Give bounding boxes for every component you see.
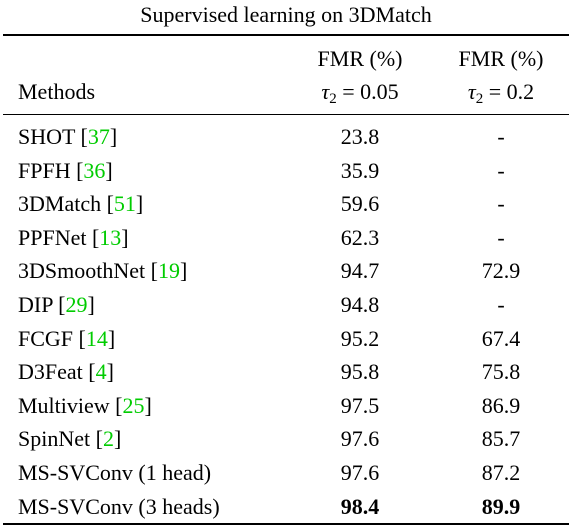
fmr-005-value: 35.9 [340, 158, 380, 183]
citation-link[interactable]: 2 [102, 426, 114, 451]
col1-threshold-header: τ2 = 0.05 [284, 79, 436, 107]
method-name-cell: FCGF [14] [18, 326, 115, 352]
method-label: FCGF [ [18, 326, 86, 351]
method-label: MS-SVConv (3 heads) [18, 494, 220, 519]
citation-link[interactable]: 13 [99, 225, 122, 250]
fmr-02-value: 75.8 [481, 359, 521, 384]
top-rule [3, 34, 569, 36]
method-label: SpinNet [ [18, 426, 103, 451]
citation-bracket: ] [87, 292, 95, 317]
fmr-005-value: 94.8 [340, 292, 380, 317]
citation-bracket: ] [135, 191, 144, 216]
header-rule [3, 114, 569, 115]
citation-bracket: ] [113, 426, 122, 451]
method-name-cell: FPFH [36] [18, 158, 113, 184]
method-label: 3DMatch [ [18, 191, 114, 216]
tau-subscript: 2 [475, 91, 484, 107]
fmr-02-value: - [497, 292, 505, 317]
fmr-005-value: 97.6 [340, 426, 380, 451]
citation-link[interactable]: 25 [122, 393, 145, 418]
table-caption: Supervised learning on 3DMatch [140, 2, 432, 27]
method-label: 3DSmoothNet [ [18, 258, 158, 283]
fmr-02-value: 85.7 [481, 426, 521, 451]
method-name-cell: Multiview [25] [18, 393, 152, 419]
fmr-005-value: 98.4 [340, 494, 380, 519]
col2-metric-header: FMR (%) [458, 46, 544, 71]
fmr-005-value: 59.6 [340, 191, 380, 216]
citation-link[interactable]: 51 [113, 191, 136, 216]
citation-link[interactable]: 14 [85, 326, 108, 351]
method-name-cell: MS-SVConv (3 heads) [18, 494, 220, 520]
citation-bracket: ] [179, 258, 188, 283]
fmr-005-value: 97.6 [340, 460, 380, 485]
method-label: Multiview [ [18, 393, 123, 418]
citation-link[interactable]: 19 [157, 258, 180, 283]
fmr-005-value: 97.5 [340, 393, 380, 418]
citation-bracket: ] [121, 225, 129, 250]
citation-link[interactable]: 36 [83, 158, 106, 183]
fmr-02-value: 86.9 [481, 393, 521, 418]
method-label: SHOT [ [18, 124, 88, 149]
citation-bracket: ] [106, 359, 114, 384]
bottom-rule [3, 523, 569, 525]
fmr-02-value: 67.4 [481, 326, 521, 351]
method-name-cell: MS-SVConv (1 head) [18, 460, 211, 486]
fmr-005-value: 23.8 [340, 124, 380, 149]
method-label: FPFH [ [18, 158, 84, 183]
threshold-value: = 0.05 [342, 79, 399, 104]
tau-subscript: 2 [329, 91, 337, 107]
fmr-005-value: 95.2 [340, 326, 380, 351]
method-label: MS-SVConv (1 head) [18, 460, 212, 485]
fmr-005-value: 62.3 [340, 225, 380, 250]
tau-symbol: τ [467, 79, 476, 104]
fmr-02-value: - [497, 158, 505, 183]
col2-threshold-header: τ2 = 0.2 [440, 79, 562, 107]
method-label: D3Feat [ [18, 359, 96, 384]
method-name-cell: PPFNet [13] [18, 225, 129, 251]
method-name-cell: SHOT [37] [18, 124, 117, 150]
method-name-cell: DIP [29] [18, 292, 95, 318]
fmr-02-value: - [497, 225, 505, 250]
fmr-02-value: 87.2 [481, 460, 521, 485]
method-name-cell: D3Feat [4] [18, 359, 114, 385]
citation-link[interactable]: 4 [95, 359, 107, 384]
fmr-02-value: 89.9 [481, 494, 521, 519]
methods-header: Methods [18, 79, 95, 104]
method-name-cell: 3DSmoothNet [19] [18, 258, 187, 284]
fmr-005-value: 95.8 [340, 359, 380, 384]
fmr-02-value: - [497, 191, 505, 216]
fmr-02-value: 72.9 [481, 258, 521, 283]
threshold-value: = 0.2 [488, 79, 535, 104]
tau-symbol: τ [321, 79, 330, 104]
fmr-02-value: - [497, 124, 505, 149]
method-name-cell: SpinNet [2] [18, 426, 121, 452]
col1-metric-header: FMR (%) [317, 46, 403, 71]
citation-bracket: ] [107, 326, 116, 351]
citation-link[interactable]: 29 [65, 292, 88, 317]
method-name-cell: 3DMatch [51] [18, 191, 143, 217]
citation-bracket: ] [105, 158, 113, 183]
citation-bracket: ] [109, 124, 118, 149]
method-label: PPFNet [ [18, 225, 100, 250]
fmr-005-value: 94.7 [340, 258, 380, 283]
citation-link[interactable]: 37 [87, 124, 110, 149]
method-label: DIP [ [18, 292, 66, 317]
citation-bracket: ] [144, 393, 152, 418]
